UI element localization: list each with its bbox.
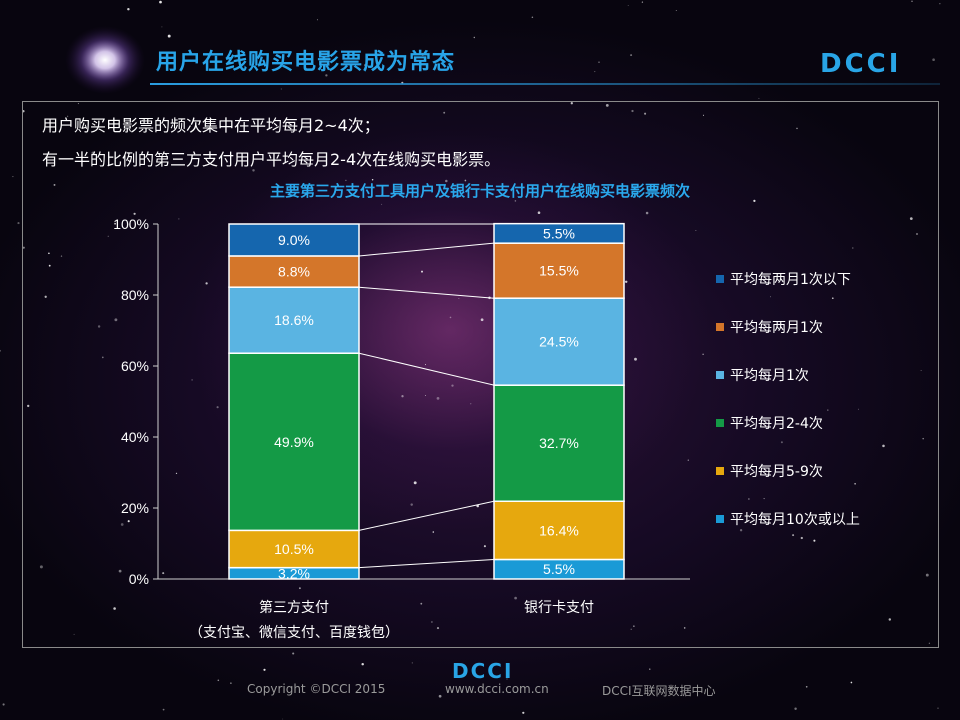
legend-swatch bbox=[716, 419, 724, 427]
footer-website[interactable]: www.dcci.com.cn bbox=[445, 682, 549, 696]
legend-label: 平均每月1次 bbox=[730, 368, 809, 384]
series-connector-line bbox=[358, 286, 495, 299]
y-tick-label: 60% bbox=[121, 358, 149, 374]
data-label: 18.6% bbox=[274, 312, 314, 328]
data-label: 3.2% bbox=[278, 565, 310, 581]
chart-title: 主要第三方支付工具用户及银行卡支付用户在线购买电影票频次 bbox=[269, 182, 690, 200]
legend-swatch bbox=[716, 515, 724, 523]
page-title: 用户在线购买电影票成为常态 bbox=[156, 50, 456, 75]
data-label: 9.0% bbox=[278, 232, 310, 248]
bar-segment bbox=[493, 500, 625, 561]
bar-segment bbox=[493, 222, 625, 244]
legend-swatch bbox=[716, 467, 724, 475]
legend-item: 平均每两月1次 bbox=[716, 303, 860, 351]
footer-dcci-logo: DCCI bbox=[452, 660, 513, 680]
svg-text:DCCI: DCCI bbox=[820, 50, 901, 76]
series-connector-line bbox=[358, 352, 495, 386]
bar-segment bbox=[493, 242, 625, 299]
legend-label: 平均每月2-4次 bbox=[730, 416, 823, 432]
legend-item: 平均每月1次 bbox=[716, 351, 860, 399]
galaxy-icon bbox=[65, 26, 145, 94]
legend-label: 平均每两月1次以下 bbox=[730, 272, 851, 288]
series-connector-line bbox=[358, 242, 495, 257]
legend-label: 平均每月10次或以上 bbox=[730, 512, 860, 528]
y-tick-label: 80% bbox=[121, 287, 149, 303]
bar-segment bbox=[228, 255, 360, 288]
data-label: 5.5% bbox=[543, 561, 575, 577]
legend-swatch bbox=[716, 275, 724, 283]
dcci-logo: DCCI bbox=[820, 50, 901, 76]
legend-swatch bbox=[716, 371, 724, 379]
data-label: 10.5% bbox=[274, 541, 314, 557]
y-tick-label: 100% bbox=[113, 216, 149, 232]
legend-item: 平均每两月1次以下 bbox=[716, 255, 860, 303]
bar-segment bbox=[493, 297, 625, 386]
legend-label: 平均每两月1次 bbox=[730, 320, 823, 336]
data-label: 8.8% bbox=[278, 264, 310, 280]
legend-item: 平均每月10次或以上 bbox=[716, 495, 860, 543]
legend-label: 平均每月5-9次 bbox=[730, 464, 823, 480]
note-line-2: 有一半的比例的第三方支付用户平均每月2-4次在线购买电影票。 bbox=[42, 150, 501, 169]
legend-item: 平均每月2-4次 bbox=[716, 399, 860, 447]
y-tick-label: 40% bbox=[121, 429, 149, 445]
title-underline bbox=[150, 83, 940, 85]
category-sublabel: （支付宝、微信支付、百度钱包） bbox=[189, 625, 399, 641]
bar-segment bbox=[228, 286, 360, 354]
chart-legend: 平均每两月1次以下 平均每两月1次 平均每月1次 平均每月2-4次 平均每月5-9次平均… bbox=[716, 255, 860, 543]
y-tick-label: 20% bbox=[121, 500, 149, 516]
series-connector-line bbox=[358, 558, 495, 569]
y-tick-label: 0% bbox=[129, 571, 149, 587]
series-connector-line bbox=[358, 500, 495, 531]
data-label: 24.5% bbox=[539, 334, 579, 350]
category-label: 银行卡支付 bbox=[524, 600, 594, 616]
data-label: 16.4% bbox=[539, 522, 579, 538]
bar-segment bbox=[228, 223, 360, 257]
legend-swatch bbox=[716, 323, 724, 331]
data-label: 15.5% bbox=[539, 263, 579, 279]
note-line-1: 用户购买电影票的频次集中在平均每月2~4次； bbox=[42, 116, 380, 135]
footer-copyright: Copyright ©DCCI 2015 bbox=[247, 682, 386, 696]
data-label: 5.5% bbox=[543, 225, 575, 241]
data-label: 49.9% bbox=[274, 434, 314, 450]
content-frame bbox=[22, 101, 939, 648]
bar-segment bbox=[228, 352, 360, 532]
footer-organization: DCCI互联网数据中心 bbox=[602, 684, 716, 698]
legend-item: 平均每月5-9次 bbox=[716, 447, 860, 495]
svg-text:DCCI: DCCI bbox=[452, 660, 513, 680]
data-label: 32.7% bbox=[539, 435, 579, 451]
category-label: 第三方支付 bbox=[259, 599, 329, 616]
